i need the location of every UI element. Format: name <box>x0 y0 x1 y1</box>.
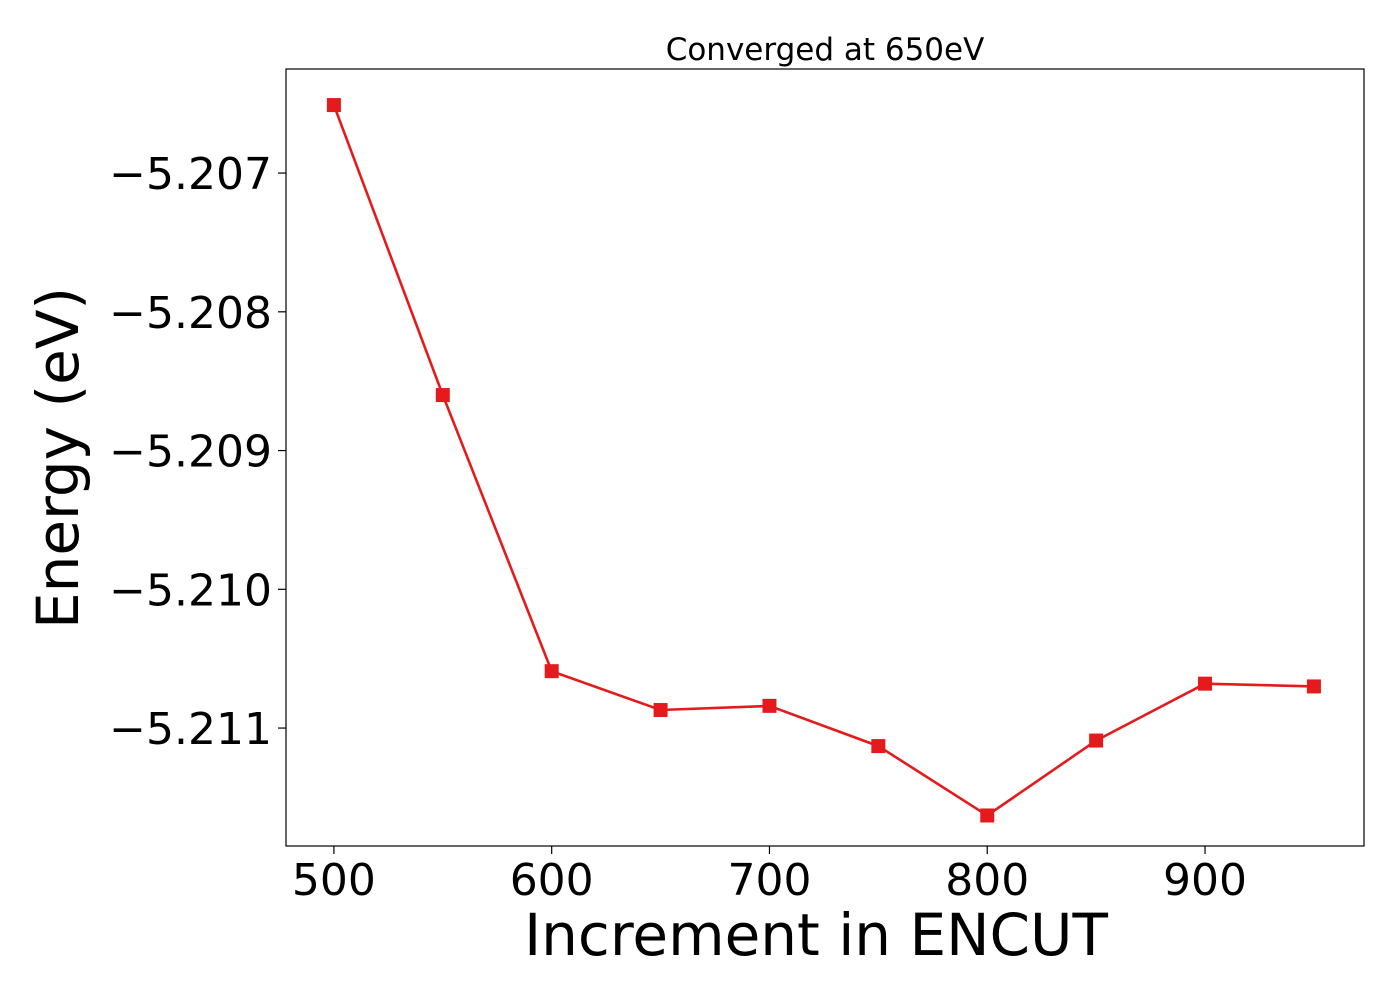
data-point-marker <box>762 698 777 713</box>
x-tick-label: 500 <box>292 855 376 906</box>
data-point-marker <box>653 703 668 718</box>
data-point-marker <box>1198 676 1213 691</box>
y-tick-label: −5.210 <box>109 565 272 616</box>
data-point-marker <box>871 739 886 754</box>
y-tick-label: −5.207 <box>109 149 272 200</box>
x-axis-label: Increment in ENCUT <box>524 901 1108 969</box>
data-point-marker <box>980 808 995 823</box>
y-tick-label: −5.209 <box>109 427 272 478</box>
chart-title: Converged at 650eV <box>666 32 985 68</box>
series-layer <box>326 98 1321 823</box>
x-tick-label: 700 <box>727 855 811 906</box>
x-axis: 500 600 700 800 900 <box>292 846 1247 906</box>
plot-area-frame <box>285 68 1365 847</box>
data-point-marker <box>544 664 559 679</box>
data-point-marker <box>1089 733 1104 748</box>
y-axis: −5.207 −5.208 −5.209 −5.210 −5.211 <box>109 149 286 755</box>
x-tick-label: 800 <box>945 855 1029 906</box>
y-axis-label: Energy (eV) <box>24 287 92 629</box>
data-point-marker <box>326 98 341 113</box>
data-point-marker <box>435 388 450 403</box>
y-tick-label: −5.211 <box>109 704 272 755</box>
series-line <box>332 104 1314 818</box>
x-tick-label: 900 <box>1163 855 1247 906</box>
y-tick-label: −5.208 <box>109 288 272 339</box>
data-point-marker <box>1306 679 1321 694</box>
x-tick-label: 600 <box>510 855 594 906</box>
